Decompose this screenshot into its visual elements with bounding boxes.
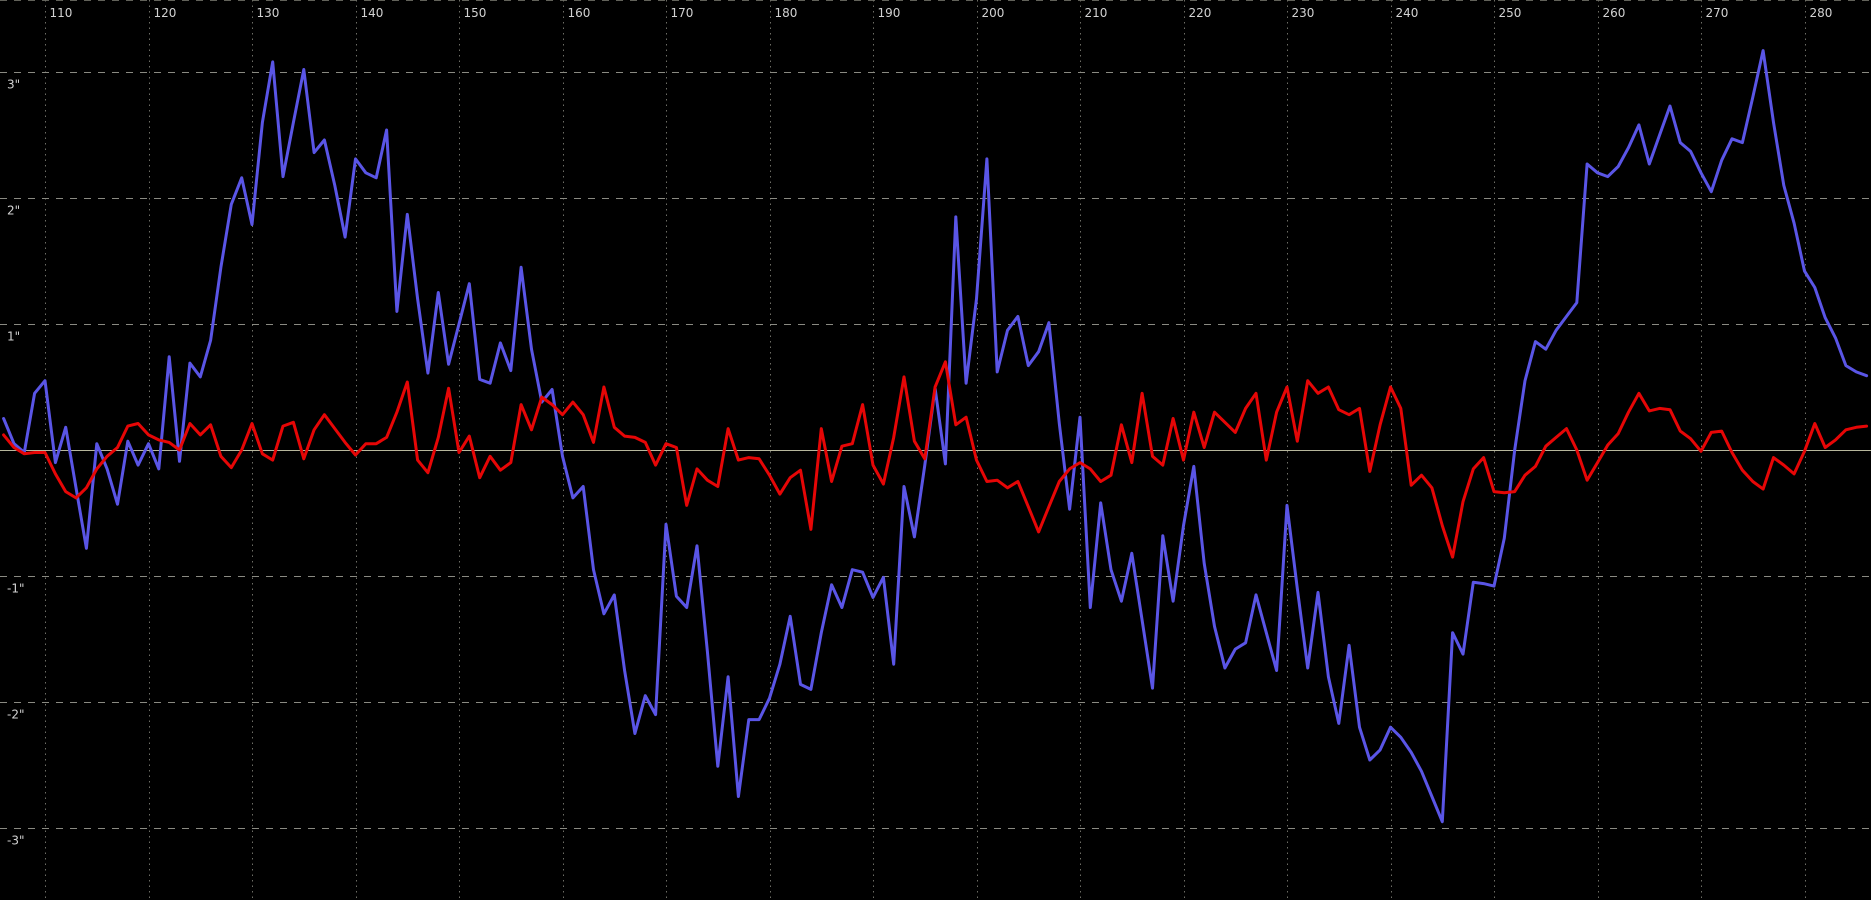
x-tick-label: 160	[568, 6, 591, 20]
x-tick-label: 170	[671, 6, 694, 20]
y-tick-label: 3"	[7, 78, 20, 92]
x-tick-label: 120	[154, 6, 177, 20]
x-tick-label: 280	[1810, 6, 1833, 20]
x-tick-label: 150	[464, 6, 487, 20]
y-tick-label: 2"	[7, 204, 20, 218]
y-tick-label: -3"	[7, 834, 24, 848]
x-tick-label: 140	[361, 6, 384, 20]
x-tick-label: 210	[1085, 6, 1108, 20]
x-gridlines: 110 120 130 140 150 160 170 180 190 200 210 220 230 2…	[45, 0, 1833, 900]
y-tick-label: -1"	[7, 582, 24, 596]
x-tick-label: 240	[1396, 6, 1419, 20]
x-tick-label: 270	[1706, 6, 1729, 20]
y-tick-label: 1"	[7, 330, 20, 344]
x-tick-label: 110	[50, 6, 73, 20]
x-tick-label: 200	[982, 6, 1005, 20]
x-tick-label: 250	[1499, 6, 1522, 20]
x-tick-label: 220	[1189, 6, 1212, 20]
x-tick-label: 130	[257, 6, 280, 20]
x-tick-label: 190	[878, 6, 901, 20]
x-tick-label: 180	[775, 6, 798, 20]
x-tick-label: 260	[1603, 6, 1626, 20]
x-tick-label: 230	[1292, 6, 1315, 20]
y-tick-label: -2"	[7, 708, 24, 722]
red-series-line	[2, 360, 1869, 559]
